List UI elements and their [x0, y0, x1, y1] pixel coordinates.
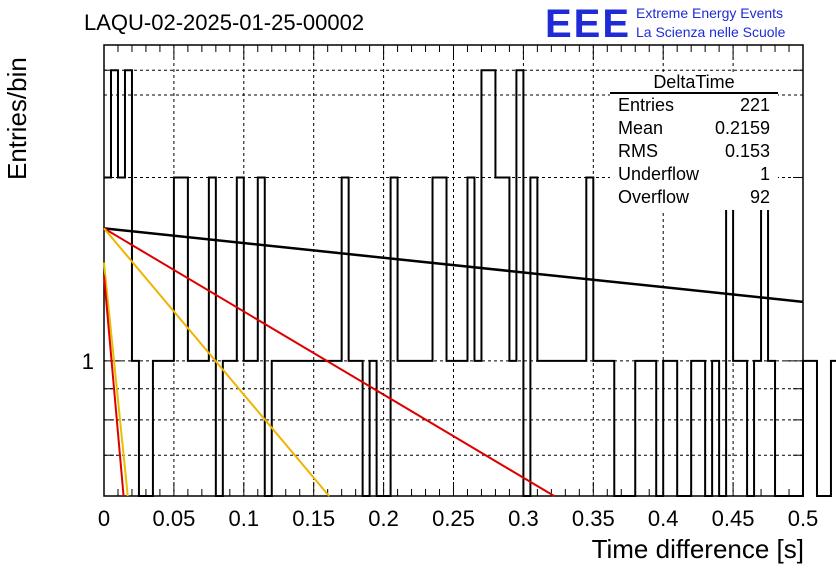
fit-red-slow	[103, 227, 555, 497]
x-tick-label: 0	[98, 506, 110, 531]
stats-value: 0.2159	[714, 118, 770, 138]
logo-caption-line1: Extreme Energy Events	[636, 5, 784, 21]
fit-black	[103, 227, 804, 304]
stats-key: Entries	[618, 95, 675, 115]
x-tick-label: 0.45	[712, 506, 755, 531]
fit-orange	[103, 227, 330, 497]
x-tick-label: 0.15	[292, 506, 335, 531]
x-tick-label: 0.3	[508, 506, 539, 531]
logo-caption: Extreme Energy Events La Scienza nelle S…	[636, 4, 785, 42]
stats-value: 221	[739, 95, 770, 115]
x-tick-label: 0.4	[648, 506, 679, 531]
stats-box: DeltaTime Entries 221 Mean 0.2159 RMS 0.…	[610, 72, 778, 210]
x-tick-label: 0.1	[229, 506, 260, 531]
stats-key: Mean	[618, 118, 664, 138]
stats-key: Underflow	[618, 164, 700, 184]
stats-row-overflow: Overflow 92	[618, 186, 770, 208]
x-tick-label: 0.25	[432, 506, 475, 531]
y-axis-label: Entries/bin	[2, 57, 32, 180]
stats-row-underflow: Underflow 1	[618, 163, 770, 185]
stats-title: DeltaTime	[610, 72, 778, 94]
fit-red-steep	[103, 275, 125, 497]
histogram-steps	[104, 69, 836, 497]
stats-key: Overflow	[618, 187, 690, 207]
stats-value: 1	[759, 164, 770, 184]
x-tick-label: 0.05	[152, 506, 195, 531]
run-id-title: LAQU-02-2025-01-25-00002	[84, 10, 365, 35]
fit-yellow-steep	[103, 262, 129, 497]
eee-logo: EEE	[545, 2, 632, 46]
x-tick-label: 0.2	[368, 506, 399, 531]
stats-key: RMS	[618, 141, 658, 161]
stats-value: 92	[749, 187, 770, 207]
stats-value: 0.153	[724, 141, 770, 161]
stats-row-mean: Mean 0.2159	[618, 117, 770, 139]
stats-row-entries: Entries 221	[618, 94, 770, 116]
x-tick-label: 0.5	[788, 506, 819, 531]
logo-caption-line2: La Scienza nelle Scuole	[636, 24, 786, 40]
stats-row-rms: RMS 0.153	[618, 140, 770, 162]
x-tick-label: 0.35	[572, 506, 615, 531]
x-axis-label: Time difference [s]	[591, 534, 804, 564]
y-tick-label: 1	[82, 349, 94, 374]
